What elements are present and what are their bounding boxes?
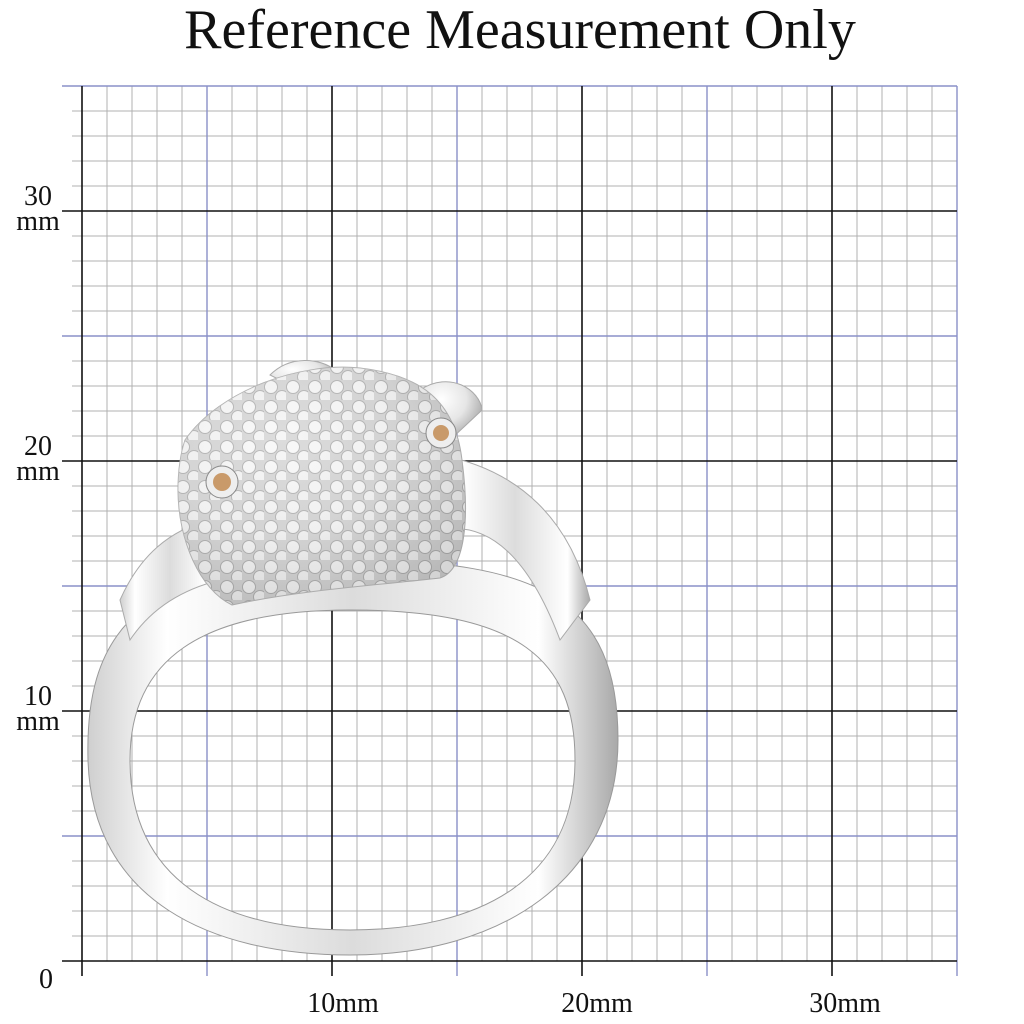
y-label-unit: mm xyxy=(16,456,60,487)
y-label-unit: mm xyxy=(16,706,60,737)
head-shine xyxy=(178,367,466,605)
y-label-number: 0 xyxy=(39,964,53,995)
y-label-number: 30 xyxy=(24,181,52,212)
x-label: 20mm xyxy=(561,988,633,1019)
ring-arm xyxy=(439,454,591,642)
eye-stone xyxy=(213,473,231,491)
y-label-number: 10 xyxy=(24,681,52,712)
ring xyxy=(87,360,619,956)
ear xyxy=(419,381,483,441)
title: Reference Measurement Only xyxy=(184,0,856,61)
eye-stone xyxy=(433,425,449,441)
y-label-number: 20 xyxy=(24,431,52,462)
ring-band xyxy=(87,559,619,956)
x-label: 10mm xyxy=(307,988,379,1019)
x-label: 30mm xyxy=(809,988,881,1019)
y-label-unit: mm xyxy=(16,206,60,237)
